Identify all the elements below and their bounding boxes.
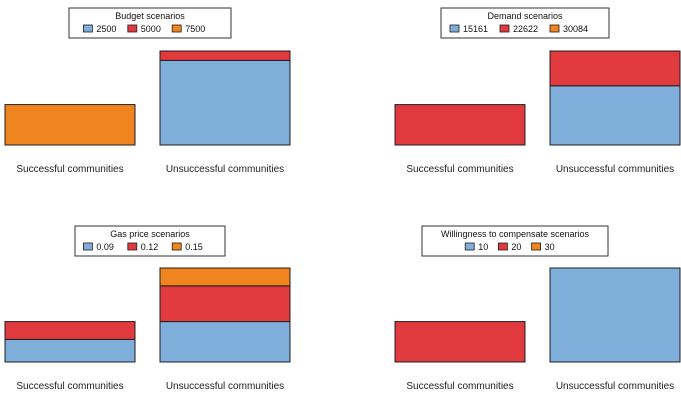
legend-entry-22622: 22622 [513,24,538,34]
legend: Demand scenarios 15161 22622 30084 [440,7,610,39]
bar-segment-10-unsuccessful [549,267,681,363]
bar-segment-20-successful [394,321,526,363]
legend-entry-30084: 30084 [563,24,588,34]
legend-frame [440,7,610,39]
legend-swatch-0.15 [171,242,182,251]
bar-segment-0.09-unsuccessful [159,321,291,363]
legend-title: Gas price scenarios [110,229,190,239]
legend-frame [74,225,226,257]
chart-panel-2: Successful communities Unsuccessful commu… [394,7,681,175]
legend-frame [421,225,609,257]
bar-segment-0.12-successful [4,321,136,340]
chart-panel-1: Successful communities Unsuccessful commu… [4,7,291,175]
legend: Willingness to compensate scenarios 10 20 3… [421,225,609,257]
legend-swatch-0.09 [83,242,93,251]
legend-swatch-22622 [499,24,510,33]
legend-swatch-10 [464,242,475,251]
bar-segment-5000-unsuccessful [159,50,291,61]
legend-title: Budget scenarios [115,11,185,21]
legend-swatch-5000 [127,24,138,33]
legend-swatch-30084 [549,24,560,33]
legend-swatch-20 [497,242,508,251]
category-label: Successful communities [16,164,123,175]
legend-entry-7500: 7500 [185,24,205,34]
bar-segment-15161-unsuccessful [549,85,681,146]
legend-entry-30: 30 [545,242,555,252]
category-label: Unsuccessful communities [556,164,674,175]
legend-frame [68,7,232,39]
bar-segment-7500-successful [4,104,136,146]
legend-swatch-0.12 [127,242,138,251]
legend-entry-10: 10 [478,242,488,252]
legend: Gas price scenarios 0.09 0.12 0.15 [74,225,226,257]
category-label: Successful communities [406,164,513,175]
legend-swatch-15161 [449,24,460,33]
legend: Budget scenarios 2500 5000 7500 [68,7,232,39]
legend-entry-5000: 5000 [141,24,161,34]
legend-entry-0.09: 0.09 [96,242,114,252]
legend-swatch-7500 [171,24,182,33]
bar-segment-0.15-unsuccessful [159,267,291,287]
bar-segment-0.09-successful [4,338,136,363]
legend-title: Willingness to compensate scenarios [441,229,590,239]
legend-entry-20: 20 [511,242,521,252]
legend-swatch-2500 [83,24,93,33]
category-label: Successful communities [406,381,513,392]
bar-segment-22622-successful [394,104,526,146]
bar-segment-2500-unsuccessful [159,59,291,146]
chart-panel-4: Successful communities Unsuccessful commu… [394,225,681,392]
legend-swatch-30 [531,242,541,251]
legend-entry-15161: 15161 [463,24,488,34]
category-label: Successful communities [16,381,123,392]
legend-entry-0.12: 0.12 [141,242,159,252]
legend-entry-0.15: 0.15 [185,242,203,252]
bar-segment-0.12-unsuccessful [159,285,291,323]
chart-panel-3: Successful communities Unsuccessful commu… [4,225,291,392]
category-label: Unsuccessful communities [556,381,674,392]
legend-entry-2500: 2500 [96,24,116,34]
category-label: Unsuccessful communities [166,381,284,392]
category-label: Unsuccessful communities [166,164,284,175]
bar-segment-22622-unsuccessful [549,50,681,87]
legend-title: Demand scenarios [487,11,563,21]
